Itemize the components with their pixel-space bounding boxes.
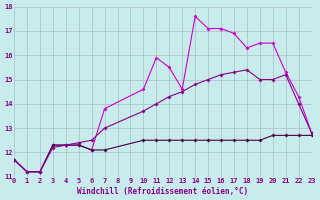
X-axis label: Windchill (Refroidissement éolien,°C): Windchill (Refroidissement éolien,°C) [77, 187, 248, 196]
